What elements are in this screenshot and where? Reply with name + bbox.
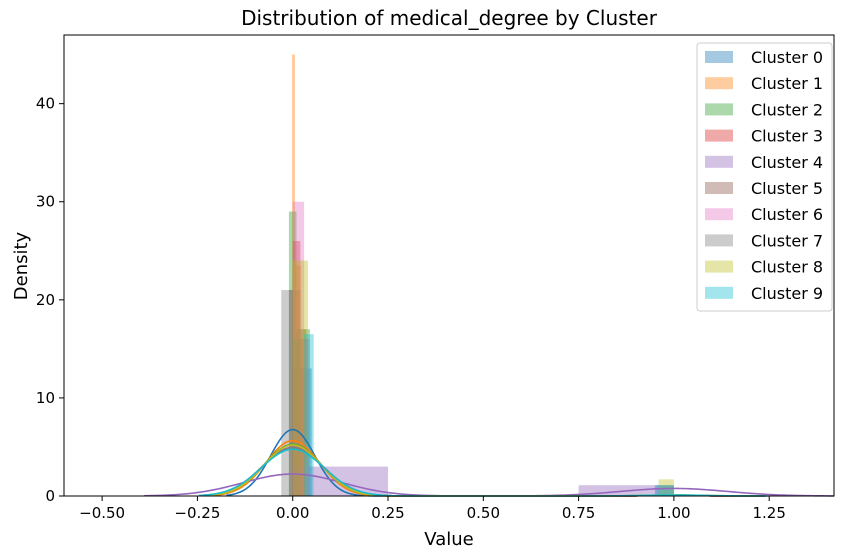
legend-label-cluster-3: Cluster 3	[751, 127, 823, 146]
legend-label-cluster-0: Cluster 0	[751, 48, 823, 67]
legend-swatch-cluster-7	[705, 234, 733, 247]
legend-swatch-cluster-4	[705, 155, 733, 168]
legend-swatch-cluster-9	[705, 286, 733, 299]
hist-bar-cluster-7-0	[281, 290, 293, 496]
kde-layer	[144, 428, 835, 497]
legend-label-cluster-1: Cluster 1	[751, 74, 823, 93]
hist-bar-cluster-9-1	[656, 485, 674, 496]
x-tick-label: 1.00	[657, 504, 690, 522]
plot-frame	[63, 34, 835, 497]
legend-swatch-cluster-8	[705, 260, 733, 273]
hist-bar-cluster-3-1	[300, 339, 308, 496]
legend-label-cluster-8: Cluster 8	[751, 258, 823, 277]
legend-swatch-cluster-2	[705, 103, 733, 116]
kde-line-cluster-4	[144, 473, 835, 497]
legend-label-cluster-9: Cluster 9	[751, 284, 823, 303]
legend: Cluster 0 Cluster 1 Cluster 2 Cluster 3 Clus…	[696, 42, 833, 312]
x-tick-label: 0.75	[562, 504, 595, 522]
legend-swatch-cluster-6	[705, 208, 733, 221]
hist-bar-cluster-7-1	[292, 339, 301, 496]
hist-bar-cluster-1-0	[291, 54, 295, 497]
y-tick-label: 0	[45, 487, 55, 505]
bars-layer	[281, 54, 674, 497]
y-axis: 0 10 20 30 40	[36, 95, 64, 505]
legend-label-cluster-7: Cluster 7	[751, 231, 823, 250]
x-tick-label: 0.25	[371, 504, 404, 522]
legend-label-cluster-5: Cluster 5	[751, 179, 823, 198]
legend-label-cluster-2: Cluster 2	[751, 100, 823, 119]
hist-bar-cluster-0-1	[654, 485, 674, 496]
y-tick-label: 40	[36, 95, 55, 113]
hist-bar-cluster-5-0	[288, 290, 301, 496]
y-tick-label: 20	[36, 291, 55, 309]
legend-swatch-cluster-3	[705, 129, 733, 142]
legend-label-cluster-6: Cluster 6	[751, 205, 823, 224]
hist-bar-cluster-6-1	[304, 339, 310, 496]
chart-title: Distribution of medical_degree by Cluste…	[241, 6, 658, 30]
hist-bar-cluster-0-0	[292, 368, 312, 496]
x-tick-label: 0.00	[276, 504, 309, 522]
hist-bar-cluster-9-0	[304, 334, 314, 496]
hist-bar-cluster-1-1	[295, 265, 302, 496]
legend-label-cluster-4: Cluster 4	[751, 153, 823, 172]
hist-bar-cluster-3-0	[292, 240, 301, 496]
y-tick-label: 30	[36, 193, 55, 211]
x-tick-label: −0.25	[174, 504, 220, 522]
y-tick-label: 10	[36, 389, 55, 407]
hist-bar-cluster-5-1	[300, 329, 307, 496]
hist-bar-cluster-6-0	[292, 201, 305, 496]
legend-swatch-cluster-5	[705, 182, 733, 194]
hist-bar-cluster-8-1	[658, 479, 674, 496]
x-tick-label: −0.50	[79, 504, 125, 522]
x-tick-label: 0.50	[467, 504, 500, 522]
hist-bar-cluster-2-0	[288, 211, 297, 496]
x-axis: −0.50 −0.25 0.00 0.25 0.50 0.75 1.00 1.25	[79, 496, 786, 522]
legend-swatch-cluster-1	[705, 77, 733, 90]
x-axis-title: Value	[424, 529, 473, 550]
legend-box	[696, 42, 833, 312]
x-tick-label: 1.25	[752, 504, 785, 522]
legend-swatch-cluster-0	[705, 51, 733, 63]
y-axis-title: Density	[11, 231, 32, 300]
